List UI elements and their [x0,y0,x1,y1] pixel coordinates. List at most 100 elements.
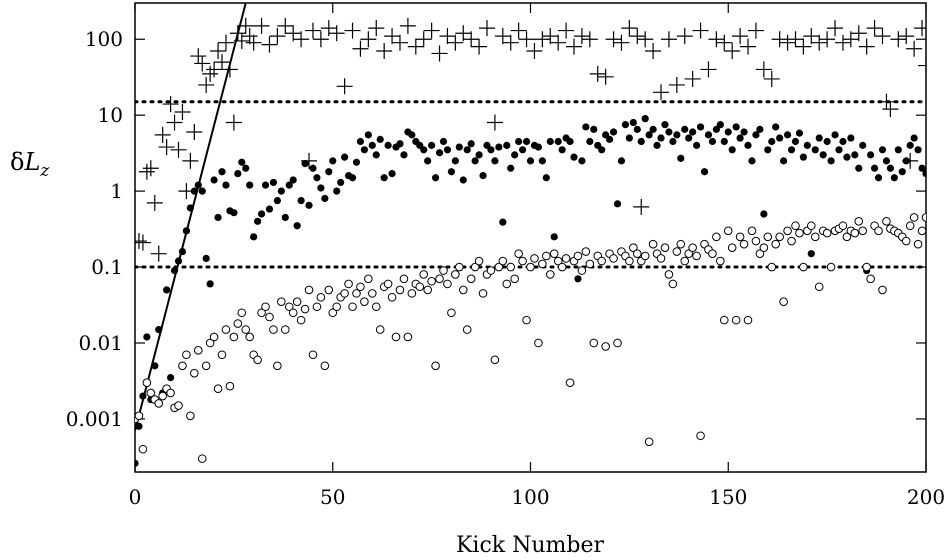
y-axis-label-delta: δ [10,148,24,176]
x-tick-label: 0 [129,485,142,509]
plus-point [455,25,472,42]
filled-circle-point [776,134,784,142]
x-tick-label: 150 [709,485,747,509]
plus-point [653,84,670,101]
plus-point [858,38,875,55]
open-circle-point [352,289,361,298]
filled-circle-point [815,134,823,142]
open-circle-point [874,226,883,236]
filled-circle-point [590,125,598,133]
y-tick-label: 100 [85,27,123,51]
open-circle-point [913,239,923,249]
open-circle-point [142,378,152,387]
open-circle-point [233,319,243,328]
y-axis-label-var: L [23,148,40,176]
filled-circle-point [507,164,515,172]
filled-circle-point [554,137,562,146]
plus-point [660,31,677,48]
filled-circle-point [499,218,507,226]
filled-circle-point [376,135,384,143]
open-circle-point [783,226,792,236]
filled-circle-point [511,151,519,159]
filled-circle-point [870,164,879,172]
filled-circle-point [768,137,776,146]
filled-circle-point [459,176,467,184]
filled-circle-point [922,170,926,178]
plus-point [269,28,286,45]
filled-circle-point [526,157,535,165]
open-circle-point [538,259,547,269]
filled-circle-point [716,121,724,129]
x-axis-label: Kick Number [456,533,605,558]
open-circle-point [174,401,183,410]
open-circle-point [193,346,203,355]
x-tick-label: 200 [907,485,945,509]
plus-point [293,31,310,48]
y-tick-label: 0.1 [91,255,123,279]
plus-point [558,22,575,39]
open-circle-point [921,213,926,222]
filled-circle-point [254,217,262,225]
plus-point [471,38,488,55]
open-circle-point [205,338,215,348]
plus-point [423,22,440,39]
open-circle-point [257,308,266,318]
open-circle-point [779,297,788,306]
open-circle-point [391,332,401,342]
filled-circle-point [242,164,250,172]
plus-point [241,28,258,45]
plus-point [629,28,646,45]
open-circle-point [573,251,583,261]
open-circle-point [862,262,871,272]
filled-circle-point [780,157,788,165]
plus-point [150,245,167,262]
open-circle-point [225,381,235,391]
open-circle-point [644,437,654,447]
open-circle-point [423,285,432,295]
filled-circle-point [250,233,258,241]
plus-point [166,114,183,131]
filled-circle-point [151,362,159,370]
filled-circle-point [321,194,329,203]
filled-circle-point [479,172,487,180]
filled-circle-point [606,135,614,143]
filled-circle-point [681,125,689,133]
open-circle-point [324,285,334,295]
plus-point [771,31,788,48]
plus-point [708,31,725,48]
open-circle-point [822,228,832,238]
filled-circle-point [447,168,455,176]
plus-point [878,93,895,110]
filled-circle-point [384,141,392,149]
filled-circle-point [439,137,448,146]
filled-circle-point [400,151,408,159]
plus-point [550,34,567,51]
filled-circle-point [380,174,388,182]
filled-circle-point [851,151,859,159]
plus-point [210,42,227,59]
open-circle-point [850,228,860,238]
filled-circle-point [305,201,313,209]
open-circle-point [277,297,286,306]
filled-circle-point [518,146,527,154]
open-circle-point [506,262,516,272]
open-circle-point [158,391,167,401]
open-circle-point [838,221,848,231]
open-circle-point [771,239,781,249]
filled-circle-point [641,115,649,123]
filled-circle-point [625,134,633,142]
filled-circle-point [170,266,179,275]
open-circle-point [688,243,697,252]
filled-circle-point [261,181,270,189]
open-circle-point [905,221,915,231]
filled-circle-point [467,140,475,148]
open-circle-point [312,302,322,312]
open-circle-point [747,226,757,236]
open-circle-point [787,236,796,246]
filled-circle-point [558,146,566,154]
open-circle-point [458,285,468,295]
filled-circle-point [428,141,436,149]
open-circle-point [648,239,658,249]
open-circle-point [304,285,314,295]
open-circle-point [799,262,808,272]
